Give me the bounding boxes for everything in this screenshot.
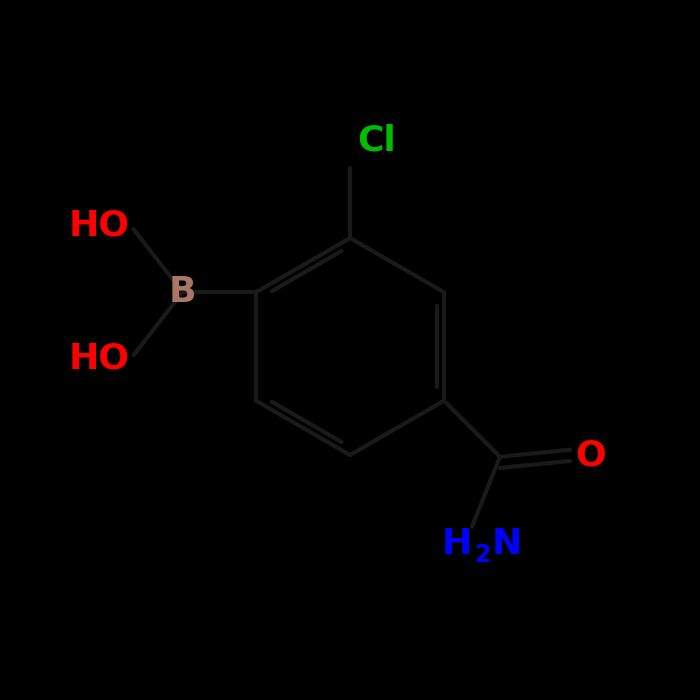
Text: Cl: Cl: [357, 123, 395, 158]
Text: B: B: [169, 275, 196, 309]
Text: N: N: [491, 527, 522, 561]
Text: HO: HO: [69, 342, 130, 376]
Text: HO: HO: [69, 209, 130, 243]
Text: H: H: [442, 527, 472, 561]
Text: 2: 2: [474, 543, 491, 568]
Text: O: O: [575, 438, 606, 472]
